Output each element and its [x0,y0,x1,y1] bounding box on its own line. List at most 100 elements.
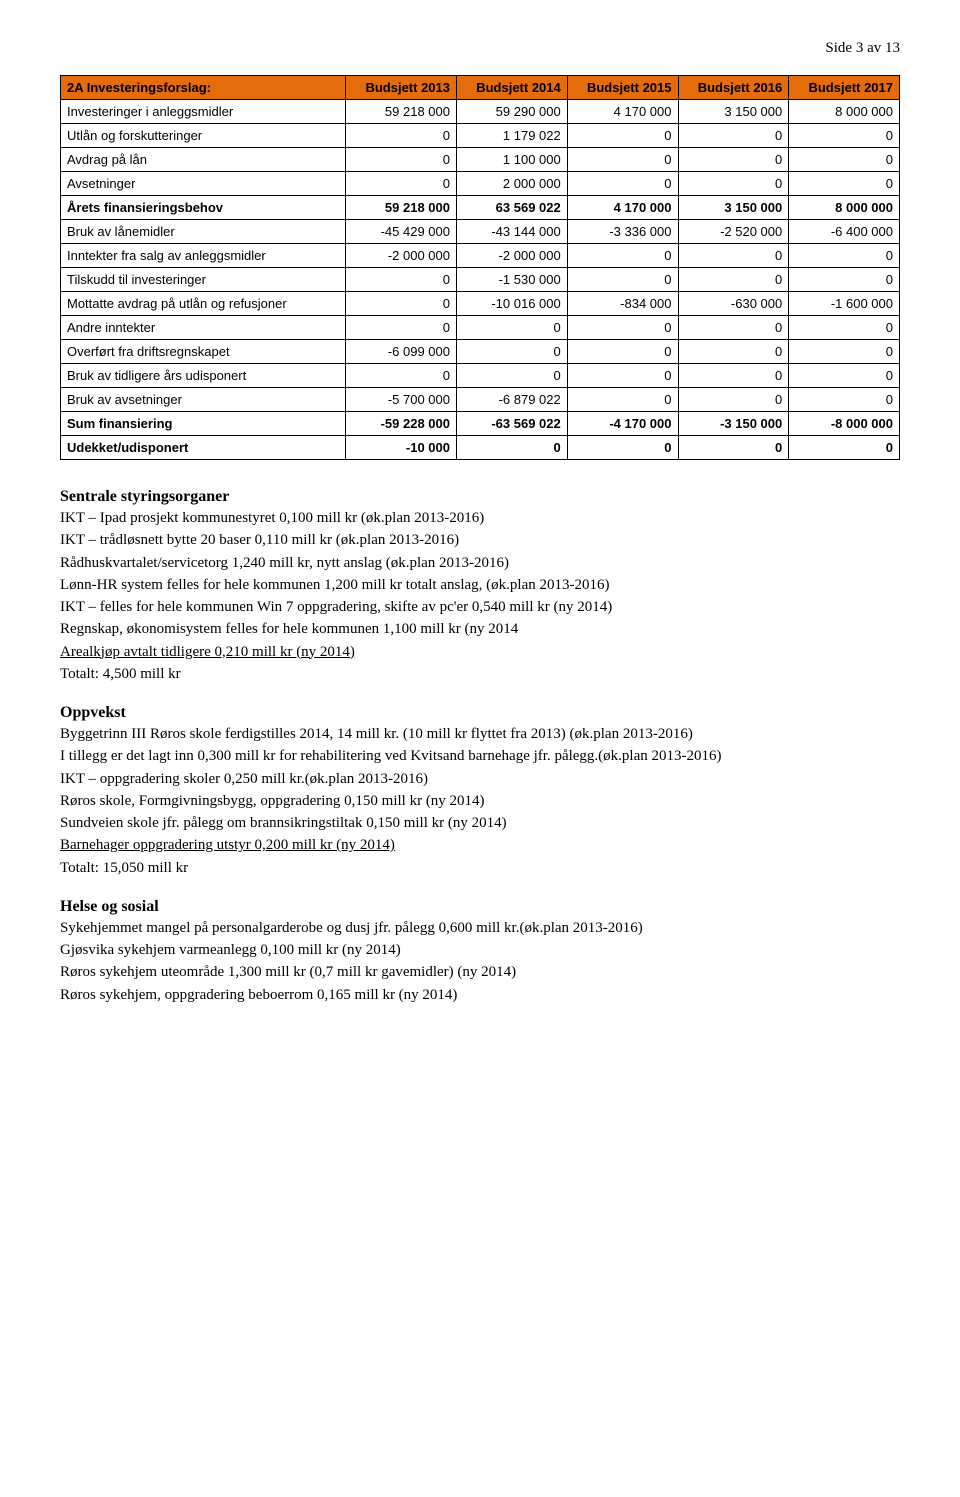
row-cell: 0 [346,292,457,316]
row-cell: 4 170 000 [567,100,678,124]
col-2016: Budsjett 2016 [678,76,789,100]
row-cell: 0 [678,244,789,268]
section-title: Sentrale styringsorganer [60,488,900,506]
table-row: Avsetninger02 000 000000 [61,172,900,196]
table-row: Bruk av avsetninger-5 700 000-6 879 0220… [61,388,900,412]
text-line: I tillegg er det lagt inn 0,300 mill kr … [60,746,900,766]
row-cell: -2 000 000 [457,244,568,268]
row-cell: -3 336 000 [567,220,678,244]
text-line-underline: Barnehager oppgradering utstyr 0,200 mil… [60,835,900,855]
table-row: Mottatte avdrag på utlån og refusjoner0 -… [61,292,900,316]
table-row: Bruk av tidligere års udisponert00000 [61,364,900,388]
row-label: Sum finansiering [61,412,346,436]
text-line: Røros sykehjem, oppgradering beboerrom 0… [60,985,900,1005]
row-cell: 8 000 000 [789,100,900,124]
row-label: Inntekter fra salg av anleggsmidler [61,244,346,268]
text-line: IKT – oppgradering skoler 0,250 mill kr.… [60,769,900,789]
table-row: Inntekter fra salg av anleggsmidler -2 00… [61,244,900,268]
row-label: Mottatte avdrag på utlån og refusjoner [61,292,346,316]
row-cell: -59 228 000 [346,412,457,436]
text-line: IKT – trådløsnett bytte 20 baser 0,110 m… [60,530,900,550]
row-cell: -63 569 022 [457,412,568,436]
row-cell: 0 [567,364,678,388]
row-cell: -1 530 000 [457,268,568,292]
row-cell: 0 [567,388,678,412]
row-cell: -43 144 000 [457,220,568,244]
table-row: Investeringer i anleggsmidler59 218 0005… [61,100,900,124]
row-cell: -630 000 [678,292,789,316]
row-cell: 0 [678,148,789,172]
table-row: Årets finansieringsbehov59 218 00063 569… [61,196,900,220]
row-cell: 0 [678,388,789,412]
text-line: Regnskap, økonomisystem felles for hele … [60,619,900,639]
row-cell: -5 700 000 [346,388,457,412]
row-cell: -834 000 [567,292,678,316]
row-cell: -6 099 000 [346,340,457,364]
row-label: Årets finansieringsbehov [61,196,346,220]
row-cell: 0 [789,364,900,388]
text-line: Gjøsvika sykehjem varmeanlegg 0,100 mill… [60,940,900,960]
row-label: Avdrag på lån [61,148,346,172]
row-cell: 0 [678,172,789,196]
row-cell: -2 520 000 [678,220,789,244]
row-cell: 0 [567,124,678,148]
row-cell: 0 [678,436,789,460]
row-label: Utlån og forskutteringer [61,124,346,148]
row-cell: -4 170 000 [567,412,678,436]
row-cell: 0 [567,148,678,172]
row-cell: 0 [457,316,568,340]
row-label: Tilskudd til investeringer [61,268,346,292]
row-cell: -1 600 000 [789,292,900,316]
row-cell: 59 290 000 [457,100,568,124]
row-cell: 0 [567,436,678,460]
text-line-underline: Arealkjøp avtalt tidligere 0,210 mill kr… [60,642,900,662]
text-line: Sundveien skole jfr. pålegg om brannsikr… [60,813,900,833]
row-cell: 0 [346,172,457,196]
row-cell: 0 [789,340,900,364]
row-cell: -8 000 000 [789,412,900,436]
table-row: Udekket/udisponert-10 0000000 [61,436,900,460]
text-line: Rådhuskvartalet/servicetorg 1,240 mill k… [60,553,900,573]
total-line: Totalt: 4,500 mill kr [60,664,900,684]
row-cell: 0 [567,340,678,364]
table-row: Bruk av lånemidler-45 429 000-43 144 000… [61,220,900,244]
row-cell: 0 [789,124,900,148]
table-row: Sum finansiering-59 228 000-63 569 022-4… [61,412,900,436]
table-row: Tilskudd til investeringer0-1 530 000000 [61,268,900,292]
row-cell: -10 000 [346,436,457,460]
row-cell: 63 569 022 [457,196,568,220]
text-line: Lønn-HR system felles for hele kommunen … [60,575,900,595]
section-title: Helse og sosial [60,898,900,916]
row-cell: 0 [567,268,678,292]
page-number: Side 3 av 13 [60,40,900,57]
row-cell: 3 150 000 [678,100,789,124]
row-cell: 0 [678,364,789,388]
row-label: Bruk av avsetninger [61,388,346,412]
section-title: Oppvekst [60,704,900,722]
row-cell: 8 000 000 [789,196,900,220]
col-label: 2A Investeringsforslag: [61,76,346,100]
row-label: Bruk av tidligere års udisponert [61,364,346,388]
col-2017: Budsjett 2017 [789,76,900,100]
text-line: Byggetrinn III Røros skole ferdigstilles… [60,724,900,744]
row-cell: 3 150 000 [678,196,789,220]
row-cell: 0 [457,436,568,460]
text-line: Røros sykehjem uteområde 1,300 mill kr (… [60,962,900,982]
row-cell: 0 [678,124,789,148]
row-label: Investeringer i anleggsmidler [61,100,346,124]
row-cell: 0 [678,268,789,292]
row-cell: 0 [346,148,457,172]
text-line: Sykehjemmet mangel på personalgarderobe … [60,918,900,938]
row-cell: 59 218 000 [346,100,457,124]
row-cell: 0 [789,268,900,292]
row-cell: 0 [346,364,457,388]
text-line: IKT – felles for hele kommunen Win 7 opp… [60,597,900,617]
row-cell: 0 [789,148,900,172]
row-cell: 0 [789,388,900,412]
table-row: Avdrag på lån01 100 000000 [61,148,900,172]
table-row: Utlån og forskutteringer01 179 022000 [61,124,900,148]
total-line: Totalt: 15,050 mill kr [60,858,900,878]
row-cell: 0 [567,316,678,340]
row-cell: -6 879 022 [457,388,568,412]
row-cell: 0 [678,340,789,364]
